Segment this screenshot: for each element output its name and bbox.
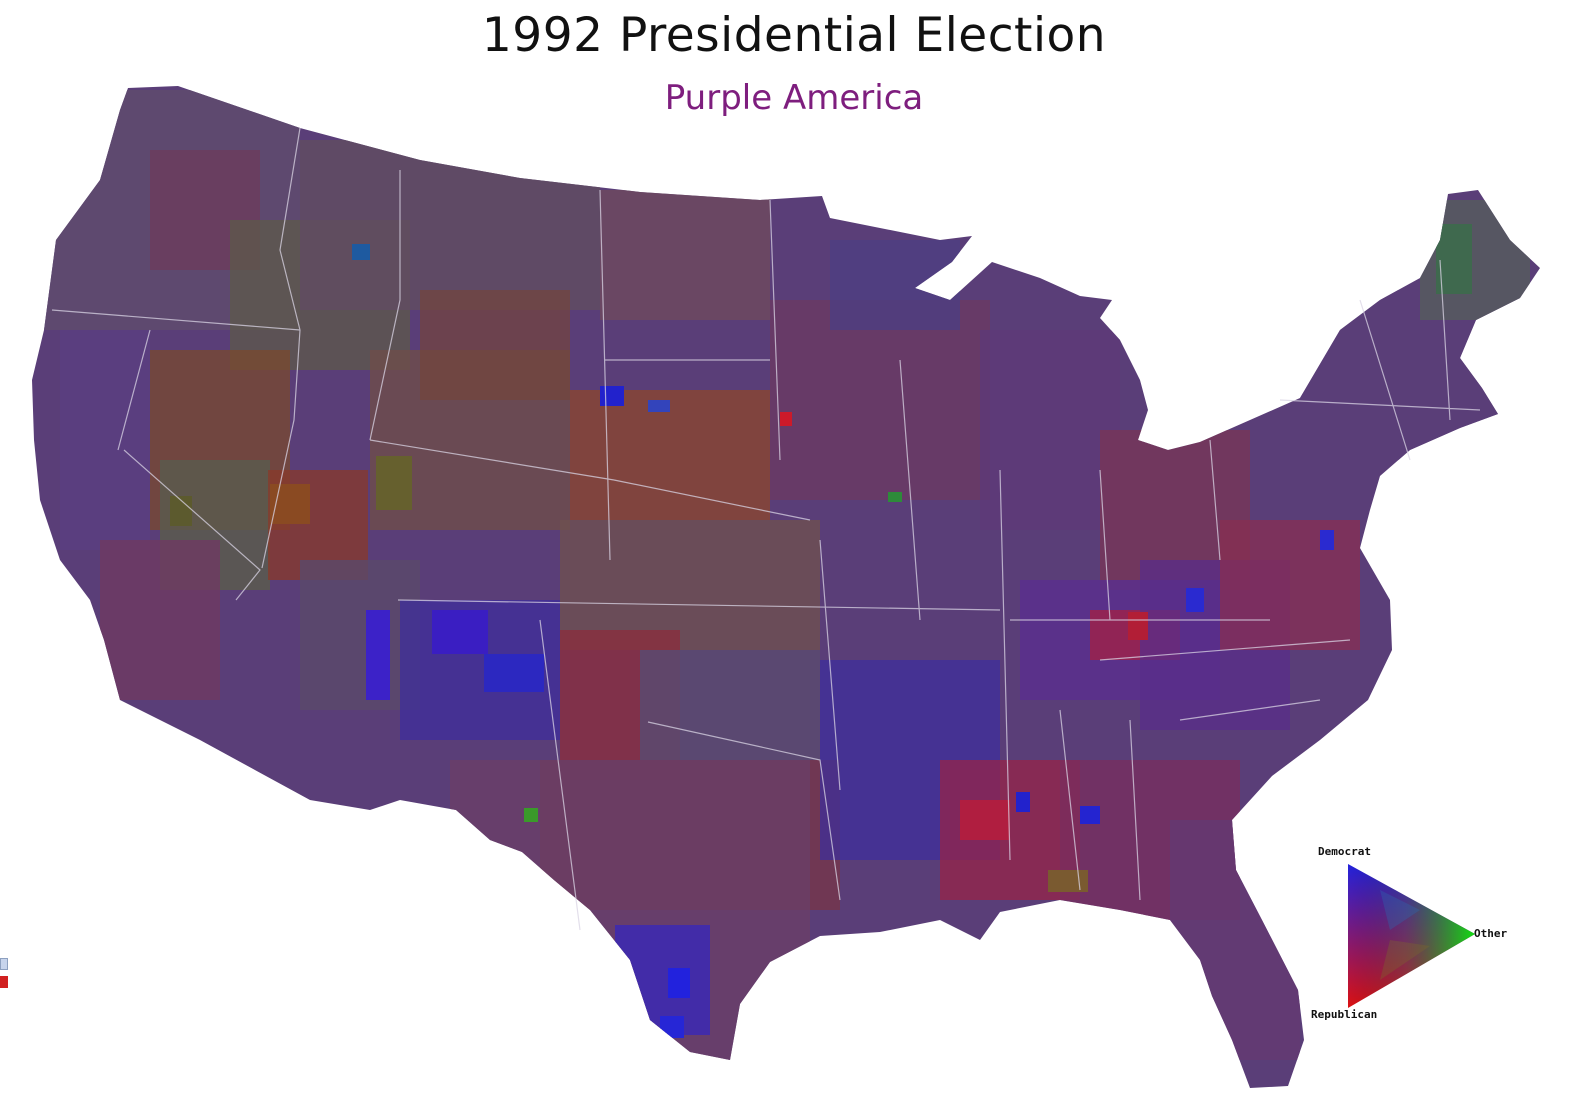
legend-republican-label: Republican xyxy=(1311,1008,1378,1021)
legend-democrat-label: Democrat xyxy=(1318,845,1371,858)
map-subtitle: Purple America xyxy=(664,78,924,118)
color-legend xyxy=(1348,864,1475,1008)
state-borders xyxy=(51,127,1481,931)
legend-other-label: Other xyxy=(1474,927,1508,940)
cropped-window-fragment xyxy=(0,958,8,1014)
close-icon xyxy=(0,976,8,988)
map-title: 1992 Presidential Election xyxy=(481,8,1107,63)
